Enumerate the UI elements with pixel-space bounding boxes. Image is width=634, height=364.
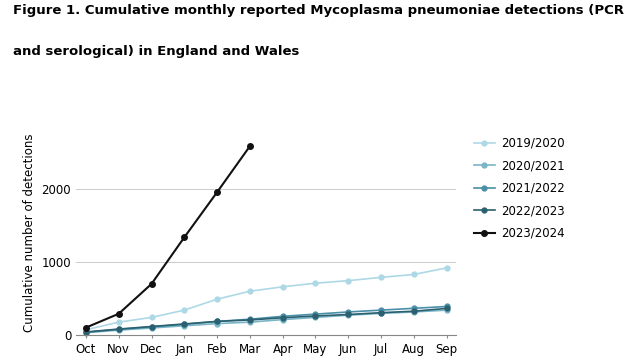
2019/2020 xyxy=(443,266,450,270)
2020/2021 xyxy=(443,308,450,312)
2021/2022 xyxy=(312,312,320,316)
2021/2022 xyxy=(344,310,352,314)
2019/2020 xyxy=(181,308,188,312)
2020/2021 xyxy=(312,315,320,320)
2019/2020 xyxy=(377,275,385,280)
2022/2023 xyxy=(443,306,450,310)
2023/2024 xyxy=(115,312,122,316)
2021/2022 xyxy=(246,317,254,321)
2019/2020 xyxy=(410,272,418,277)
2021/2022 xyxy=(410,306,418,310)
2021/2022 xyxy=(115,327,122,332)
2019/2020 xyxy=(344,278,352,283)
2020/2021 xyxy=(410,310,418,314)
2022/2023 xyxy=(279,316,287,320)
Legend: 2019/2020, 2020/2021, 2021/2022, 2022/2023, 2023/2024: 2019/2020, 2020/2021, 2021/2022, 2022/20… xyxy=(474,137,565,240)
2022/2023 xyxy=(181,322,188,326)
2019/2020 xyxy=(213,297,221,301)
2020/2021 xyxy=(213,321,221,326)
Y-axis label: Cumulative number of detections: Cumulative number of detections xyxy=(23,134,36,332)
2019/2020 xyxy=(148,315,155,320)
2022/2023 xyxy=(377,310,385,315)
2022/2023 xyxy=(344,312,352,317)
Line: 2021/2022: 2021/2022 xyxy=(84,304,449,335)
2019/2020 xyxy=(246,289,254,293)
2023/2024 xyxy=(213,190,221,194)
2021/2022 xyxy=(82,330,90,335)
Line: 2019/2020: 2019/2020 xyxy=(84,265,449,332)
2023/2024 xyxy=(246,144,254,149)
2022/2023 xyxy=(410,309,418,313)
2022/2023 xyxy=(312,314,320,318)
2022/2023 xyxy=(213,319,221,324)
2023/2024 xyxy=(181,235,188,240)
Text: Figure 1. Cumulative monthly reported Mycoplasma pneumoniae detections (PCR: Figure 1. Cumulative monthly reported My… xyxy=(13,4,624,17)
2021/2022 xyxy=(443,304,450,309)
2023/2024 xyxy=(148,282,155,286)
2020/2021 xyxy=(246,320,254,324)
2021/2022 xyxy=(213,319,221,324)
Line: 2020/2021: 2020/2021 xyxy=(84,308,449,335)
2022/2023 xyxy=(246,318,254,322)
2020/2021 xyxy=(344,313,352,317)
2021/2022 xyxy=(377,308,385,312)
Line: 2022/2023: 2022/2023 xyxy=(84,306,449,335)
2021/2022 xyxy=(279,314,287,318)
2022/2023 xyxy=(115,327,122,331)
2020/2021 xyxy=(181,324,188,328)
2022/2023 xyxy=(148,324,155,329)
2020/2021 xyxy=(148,326,155,330)
2022/2023 xyxy=(82,330,90,334)
Text: and serological) in England and Wales: and serological) in England and Wales xyxy=(13,46,299,59)
2020/2021 xyxy=(82,331,90,335)
2020/2021 xyxy=(377,311,385,316)
2020/2021 xyxy=(279,317,287,322)
Line: 2023/2024: 2023/2024 xyxy=(83,143,253,331)
2019/2020 xyxy=(312,281,320,285)
2020/2021 xyxy=(115,328,122,332)
2019/2020 xyxy=(82,328,90,332)
2019/2020 xyxy=(115,320,122,324)
2021/2022 xyxy=(148,325,155,329)
2019/2020 xyxy=(279,285,287,289)
2021/2022 xyxy=(181,322,188,327)
2023/2024 xyxy=(82,325,90,330)
